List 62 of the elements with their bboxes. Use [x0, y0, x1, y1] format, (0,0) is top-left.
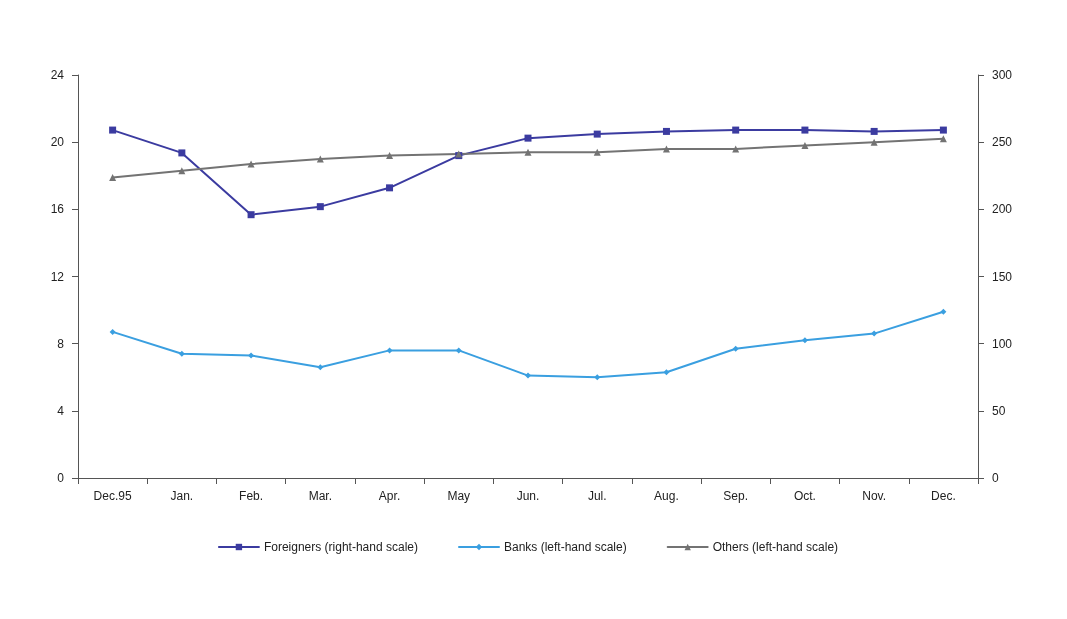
- point: [317, 364, 324, 371]
- x-tick-label: Apr.: [378, 489, 401, 503]
- legend-label: Others (left-hand scale): [712, 540, 839, 554]
- point: [939, 126, 947, 134]
- point: [801, 337, 808, 344]
- y2-tick-label: 100: [992, 336, 1013, 351]
- point: [940, 308, 947, 315]
- x-tick-label: Oct.: [793, 489, 816, 503]
- y-tick-label: 20: [50, 135, 65, 150]
- x-tick-label: Feb.: [239, 489, 264, 503]
- x-tick-label: Dec.: [931, 489, 956, 503]
- x-tick-label: May: [447, 489, 471, 503]
- x-tick-label: Dec.95: [93, 489, 132, 503]
- y2-tick-label: 150: [992, 269, 1013, 284]
- point: [524, 134, 532, 142]
- point: [662, 145, 670, 153]
- y-tick-label: 8: [57, 336, 65, 351]
- legend-label: Foreigners (right-hand scale): [263, 540, 418, 554]
- y-tick-label: 0: [57, 471, 65, 485]
- x-tick-label: Jul.: [587, 489, 607, 503]
- x-tick-label: Jun.: [516, 489, 540, 503]
- point: [316, 203, 324, 211]
- point: [178, 149, 186, 157]
- x-tick-label: Aug.: [654, 489, 679, 503]
- point: [870, 127, 878, 135]
- point: [109, 173, 117, 181]
- y2-tick-label: 50: [992, 403, 1006, 418]
- point: [801, 142, 809, 150]
- point: [662, 127, 670, 135]
- point: [524, 148, 532, 156]
- point: [386, 152, 394, 160]
- point: [525, 372, 531, 379]
- point: [871, 330, 878, 337]
- point: [732, 126, 740, 134]
- x-tick-label: Jan.: [170, 489, 194, 503]
- point: [109, 126, 117, 134]
- y2-tick-label: 200: [992, 202, 1013, 217]
- point: [594, 374, 601, 381]
- y-tick-label: 12: [50, 269, 65, 284]
- y2-tick-label: 300: [992, 68, 1013, 82]
- y2-tick-label: 250: [992, 135, 1013, 150]
- point: [663, 369, 670, 376]
- x-tick-label: Mar.: [308, 489, 332, 503]
- y-tick-label: 4: [57, 403, 65, 418]
- point: [801, 126, 809, 134]
- point: [386, 347, 393, 354]
- point: [386, 184, 394, 192]
- x-tick-label: Sep.: [723, 489, 749, 503]
- y-tick-label: 16: [50, 202, 65, 217]
- point: [248, 352, 255, 359]
- legend-label: Banks (left-hand scale): [503, 540, 627, 554]
- y2-tick-label: 0: [992, 471, 999, 485]
- point: [178, 350, 185, 357]
- point: [870, 138, 878, 146]
- x-tick-label: Nov.: [862, 489, 887, 503]
- point: [109, 328, 116, 335]
- point: [732, 345, 739, 352]
- y-tick-label: 24: [50, 68, 65, 82]
- point: [593, 130, 601, 138]
- point: [593, 148, 601, 156]
- point: [455, 347, 462, 354]
- point: [247, 211, 255, 219]
